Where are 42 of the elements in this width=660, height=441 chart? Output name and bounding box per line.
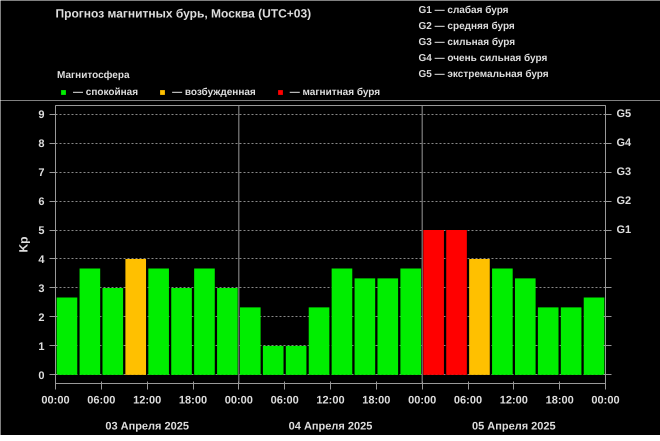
text: G2 bbox=[616, 195, 632, 208]
text: G3 — сильная буря bbox=[418, 37, 516, 48]
x-tick-label: 06:00 bbox=[270, 394, 299, 406]
y-tick-label: 1 bbox=[38, 340, 45, 353]
y-axis-title: Kp bbox=[16, 236, 30, 252]
text: 04 Апреля 2025 bbox=[288, 420, 372, 432]
text: G1 bbox=[616, 224, 632, 236]
x-tick-label: 00:00 bbox=[591, 394, 620, 406]
text: G3 bbox=[616, 166, 632, 178]
y-tick-label: 7 bbox=[38, 167, 45, 180]
x-tick-label: 12:00 bbox=[500, 394, 528, 406]
y-tick-label: 3 bbox=[38, 282, 45, 295]
y-tick-label: 0 bbox=[38, 370, 45, 382]
text: 05 Апреля 2025 bbox=[472, 420, 556, 432]
y-tick-label: 5 bbox=[38, 225, 45, 238]
text: G4 bbox=[616, 137, 632, 150]
y-tick-label: 4 bbox=[38, 254, 46, 266]
y-tick-label: 9 bbox=[38, 109, 45, 122]
chart-title: Прогноз магнитных бурь, Москва (UTC+03) bbox=[56, 6, 312, 20]
y-tick-label: 8 bbox=[38, 138, 45, 150]
y-tick-label: 6 bbox=[38, 196, 45, 208]
text: G1 — слабая буря bbox=[418, 5, 509, 16]
x-tick-label: 00:00 bbox=[408, 394, 436, 406]
x-tick-label: 18:00 bbox=[362, 394, 390, 406]
text: G5 — экстремальная буря bbox=[418, 69, 549, 80]
text: G5 bbox=[616, 108, 632, 120]
x-tick-label: 18:00 bbox=[546, 394, 574, 406]
x-tick-label: 00:00 bbox=[224, 394, 253, 406]
x-tick-label: 18:00 bbox=[178, 394, 208, 406]
x-tick-label: 12:00 bbox=[316, 394, 345, 406]
legend-label: — магнитная буря bbox=[290, 86, 380, 98]
y-tick-label: 2 bbox=[38, 312, 45, 324]
text: 03 Апреля 2025 bbox=[105, 420, 189, 432]
text: G4 — очень сильная буря bbox=[418, 53, 548, 64]
x-tick-label: 06:00 bbox=[87, 394, 116, 406]
legend-title: Магнитосфера bbox=[57, 70, 131, 81]
x-tick-label: 00:00 bbox=[41, 394, 70, 406]
x-tick-label: 12:00 bbox=[133, 394, 162, 406]
text: G2 — средняя буря bbox=[418, 21, 515, 32]
legend-label: — спокойная bbox=[73, 86, 138, 98]
legend-label: — возбужденная bbox=[172, 86, 256, 98]
x-tick-label: 06:00 bbox=[454, 394, 482, 406]
